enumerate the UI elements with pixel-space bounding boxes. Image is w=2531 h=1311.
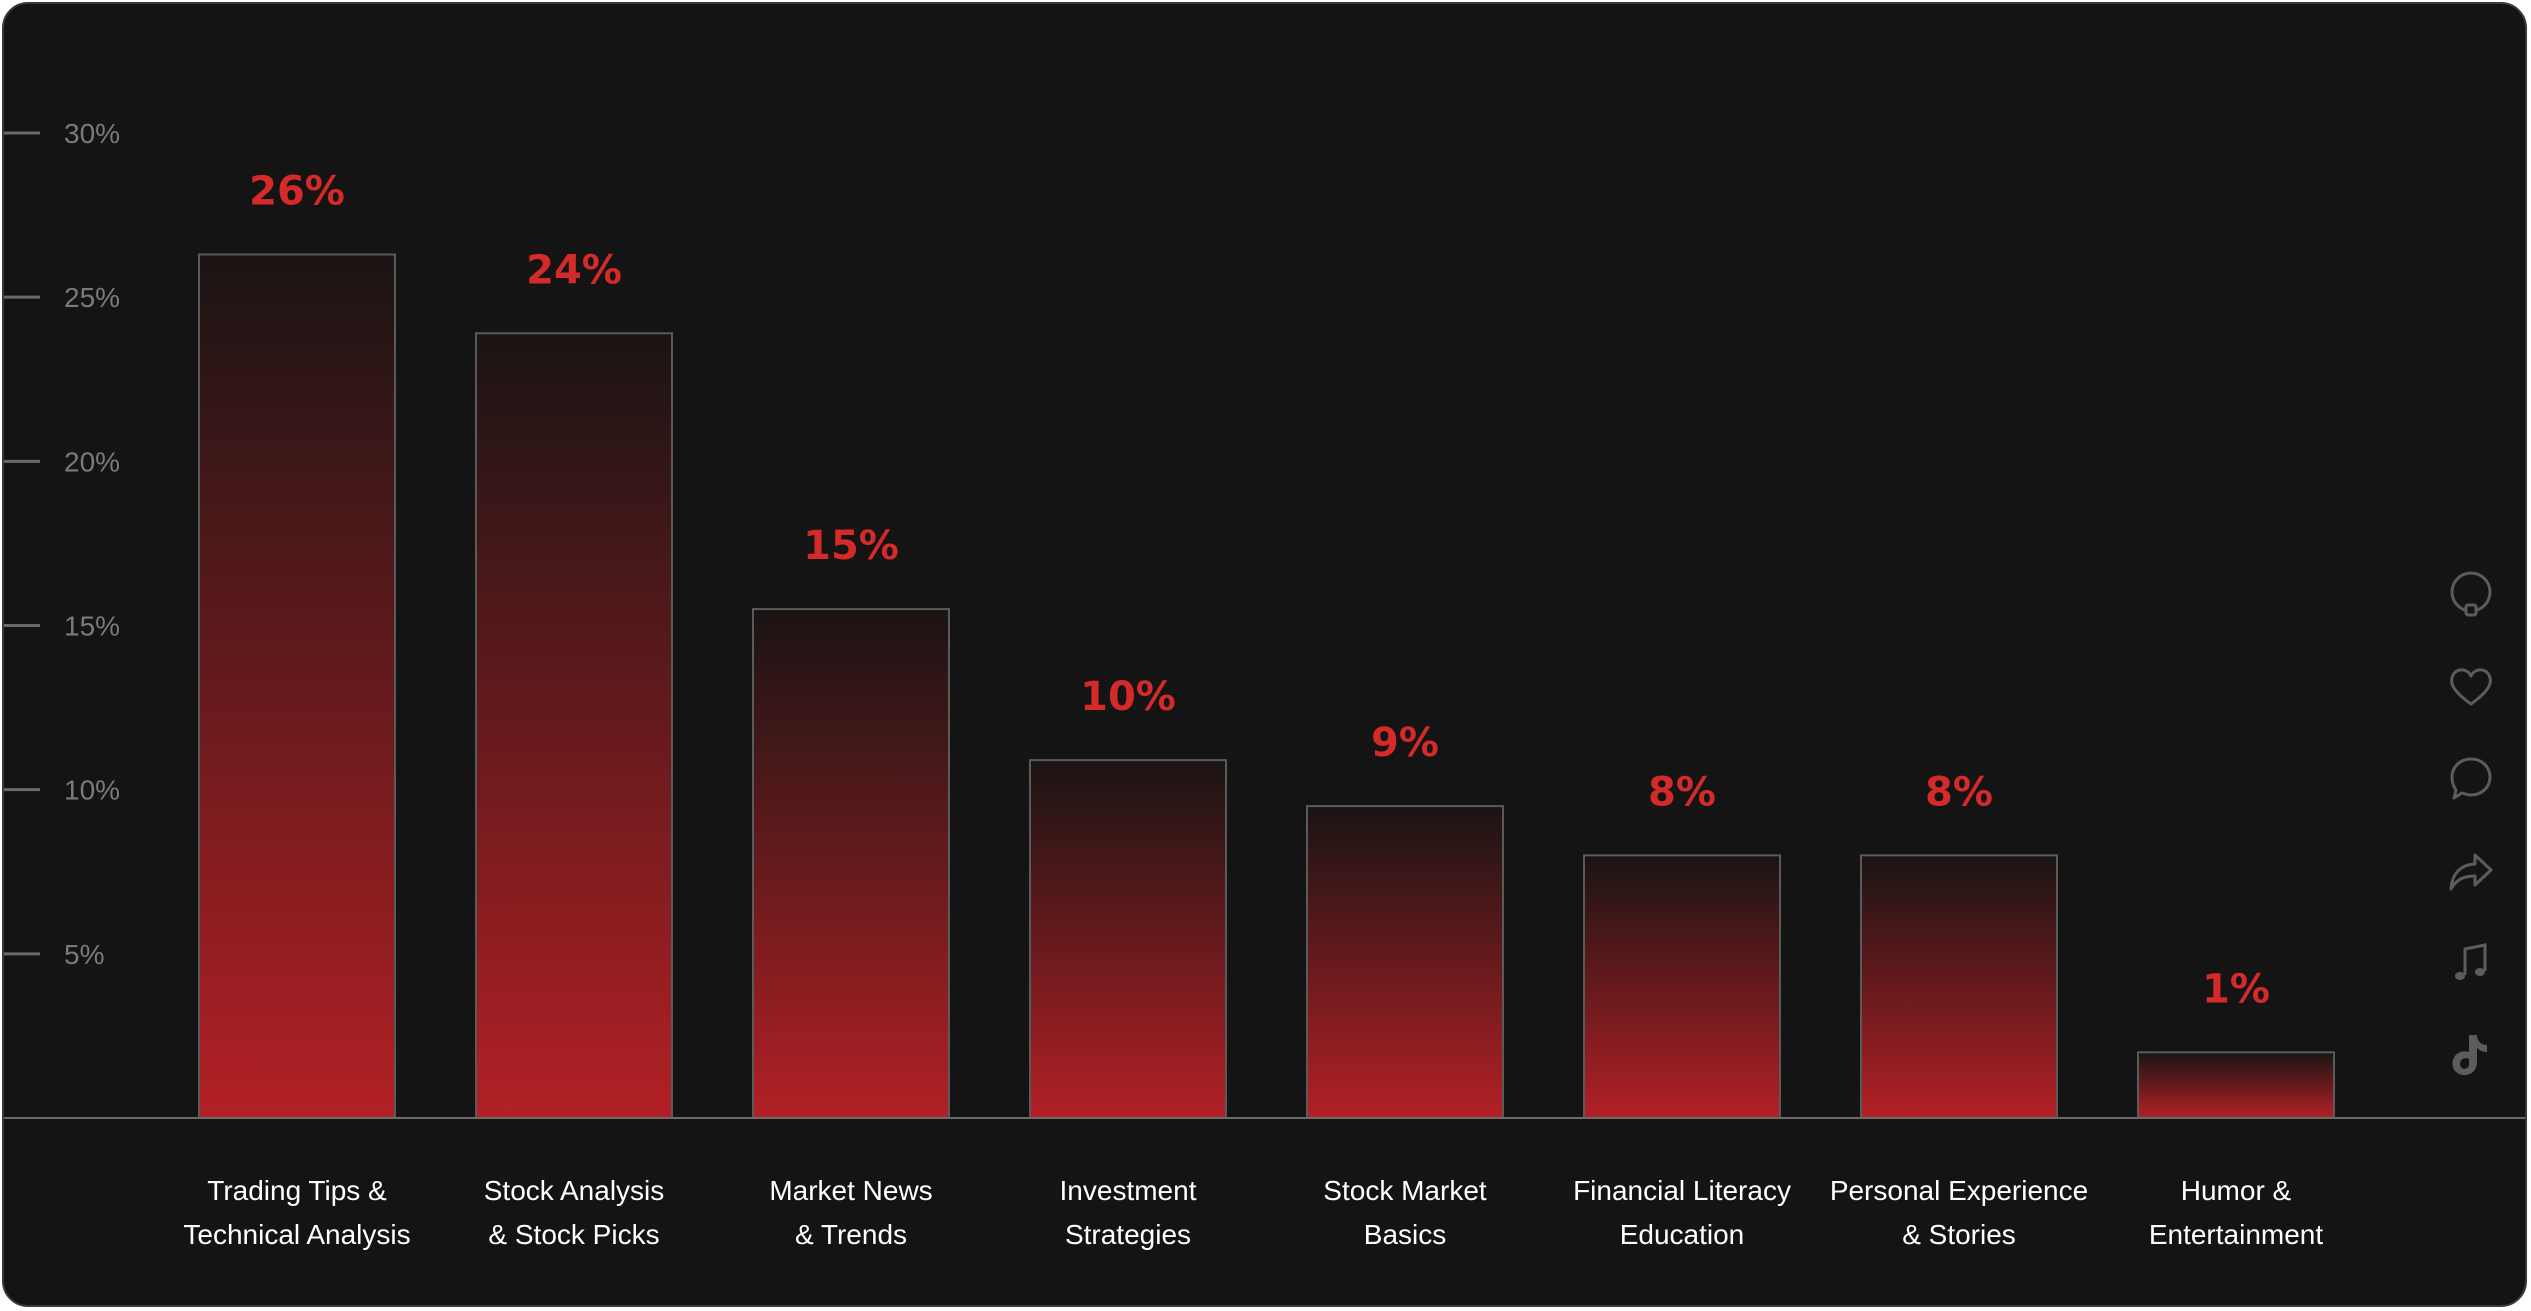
x-tick-label: Personal Experience — [1830, 1175, 2088, 1206]
data-label: 9% — [1371, 720, 1439, 766]
data-label: 26% — [249, 168, 345, 214]
bar[interactable] — [1306, 805, 1504, 1119]
data-label: 8% — [1648, 769, 1716, 815]
x-tick-label: Strategies — [1065, 1219, 1191, 1250]
side-icon-bar — [2436, 569, 2506, 1081]
bar[interactable] — [752, 608, 950, 1119]
x-tick-label: & Stock Picks — [488, 1219, 659, 1250]
y-tick-label: 25% — [64, 282, 120, 313]
bar[interactable] — [475, 332, 673, 1119]
bar[interactable] — [1029, 759, 1227, 1119]
bar[interactable] — [198, 253, 396, 1119]
bar-chart: 5% 10% 15% 20% 25% 30% 26% Trading Tips & Techn… — [4, 118, 2525, 1250]
data-label: 8% — [1925, 769, 1993, 815]
search-icon[interactable] — [2445, 569, 2497, 621]
comment-icon[interactable] — [2445, 753, 2497, 805]
x-tick-label: Basics — [1364, 1219, 1446, 1250]
x-tick-label: Market News — [769, 1175, 932, 1206]
data-label: 15% — [803, 523, 899, 569]
y-tick-label: 30% — [64, 118, 120, 149]
data-label: 10% — [1080, 674, 1176, 720]
x-tick-label: Entertainment — [2149, 1219, 2324, 1250]
bar[interactable] — [1583, 854, 1781, 1119]
data-label: 1% — [2202, 966, 2270, 1012]
x-tick-label: Investment — [1060, 1175, 1197, 1206]
x-tick-label: & Trends — [795, 1219, 907, 1250]
music-note-icon[interactable] — [2445, 937, 2497, 989]
x-tick-label: & Stories — [1902, 1219, 2016, 1250]
x-tick-label: Stock Analysis — [484, 1175, 665, 1206]
x-tick-label: Financial Literacy — [1573, 1175, 1791, 1206]
x-tick-label: Humor & — [2181, 1175, 2292, 1206]
x-tick-label: Stock Market — [1323, 1175, 1487, 1206]
data-label: 24% — [526, 247, 622, 293]
x-tick-label: Education — [1620, 1219, 1745, 1250]
x-tick-label: Technical Analysis — [183, 1219, 410, 1250]
y-tick-label: 10% — [64, 775, 120, 806]
bar[interactable] — [1860, 854, 2058, 1119]
x-tick-label: Trading Tips & — [207, 1175, 387, 1206]
y-tick-label: 5% — [64, 939, 104, 970]
bar[interactable] — [2137, 1051, 2335, 1120]
share-icon[interactable] — [2445, 845, 2497, 897]
heart-icon[interactable] — [2445, 661, 2497, 713]
y-tick-label: 15% — [64, 611, 120, 642]
tiktok-icon[interactable] — [2445, 1029, 2497, 1081]
y-tick-label: 20% — [64, 446, 120, 477]
